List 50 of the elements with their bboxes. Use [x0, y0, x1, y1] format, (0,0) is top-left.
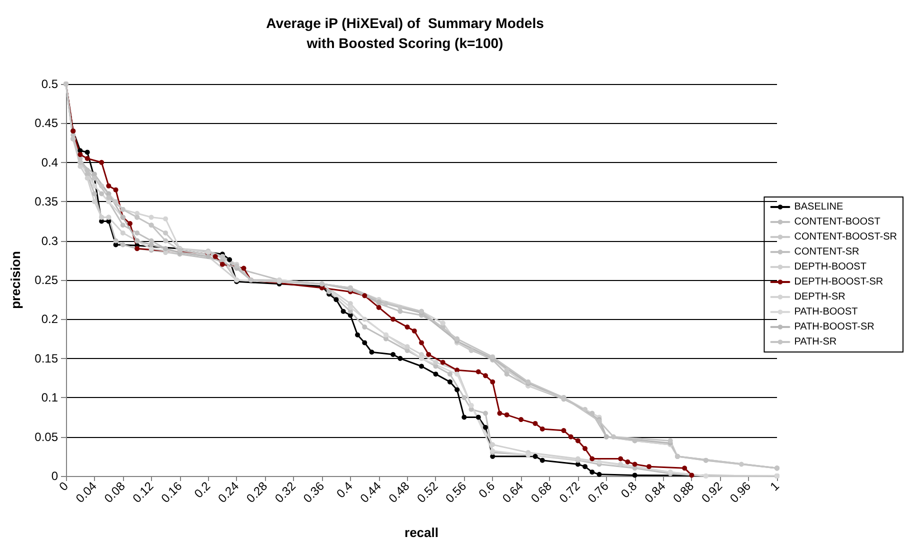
y-tick-label: 0.2 [41, 312, 58, 326]
legend-label: CONTENT-BOOST-SR [794, 232, 898, 242]
y-tick-label: 0.25 [34, 273, 58, 287]
y-tick-label: 0.15 [34, 351, 58, 366]
x-tick-label: 0.12 [130, 478, 157, 506]
x-tick-label: 0.28 [244, 478, 270, 506]
legend-label: DEPTH-BOOST [794, 262, 866, 272]
x-tick-label: 0.04 [72, 478, 100, 506]
legend-label: BASELINE [794, 202, 844, 212]
x-tick-label: 0.68 [528, 478, 555, 506]
x-tick-label: 0.88 [670, 478, 697, 506]
y-tick-label: 0.4 [41, 155, 58, 170]
x-tick-label: 0.84 [642, 478, 668, 506]
y-tick-label: 0.5 [41, 77, 58, 91]
x-tick-label: 0 [56, 478, 72, 494]
x-tick-label: 0.92 [698, 478, 726, 506]
x-tick-label: 0.08 [101, 478, 128, 506]
legend-label: PATH-SR [794, 336, 837, 348]
x-tick-label: 0.52 [414, 478, 441, 506]
chart-title: Average iP (HiXEval) of Summary Models with Boosted Scoring (k=100) [266, 15, 544, 51]
x-tick-label: 0.6 [476, 478, 498, 501]
x-tick-label: 0.44 [357, 478, 384, 506]
x-tick-label: 0.4 [334, 478, 356, 501]
x-tick-label: 0.48 [386, 478, 412, 506]
legend-label: CONTENT-SR [794, 246, 860, 258]
y-tick-label: 0.35 [34, 194, 58, 209]
legend-label: DEPTH-BOOST-SR [794, 276, 884, 288]
y-tick-label: 0.3 [41, 234, 58, 248]
x-tick-label: 0.8 [618, 478, 640, 501]
x-tick-label: 0.2 [191, 478, 214, 501]
x-tick-label: 0.72 [556, 478, 584, 506]
y-tick-label: 0.45 [34, 116, 58, 130]
x-tick-label: 0.56 [442, 478, 470, 506]
x-tick-label: 0.36 [300, 478, 328, 506]
legend-label: PATH-BOOST [794, 306, 858, 318]
x-tick-label: 1 [767, 478, 782, 494]
x-tick-label: 0.76 [584, 478, 612, 506]
x-tick-label: 0.16 [158, 478, 185, 506]
legend-label: CONTENT-BOOST [794, 216, 880, 228]
x-tick-label: 0.32 [272, 478, 299, 506]
x-tick-label: 0.64 [500, 478, 526, 506]
y-tick-label: 0.1 [41, 390, 58, 405]
legend-label: DEPTH-SR [794, 292, 846, 302]
y-tick-label: 0 [51, 469, 58, 483]
legend-label: PATH-BOOST-SR [794, 322, 874, 332]
y-axis-title: precision [8, 251, 23, 309]
x-axis-title: recall [404, 525, 438, 540]
x-tick-label: 0.96 [727, 478, 754, 506]
y-tick-label: 0.05 [34, 430, 58, 444]
x-tick-label: 0.24 [215, 478, 242, 506]
